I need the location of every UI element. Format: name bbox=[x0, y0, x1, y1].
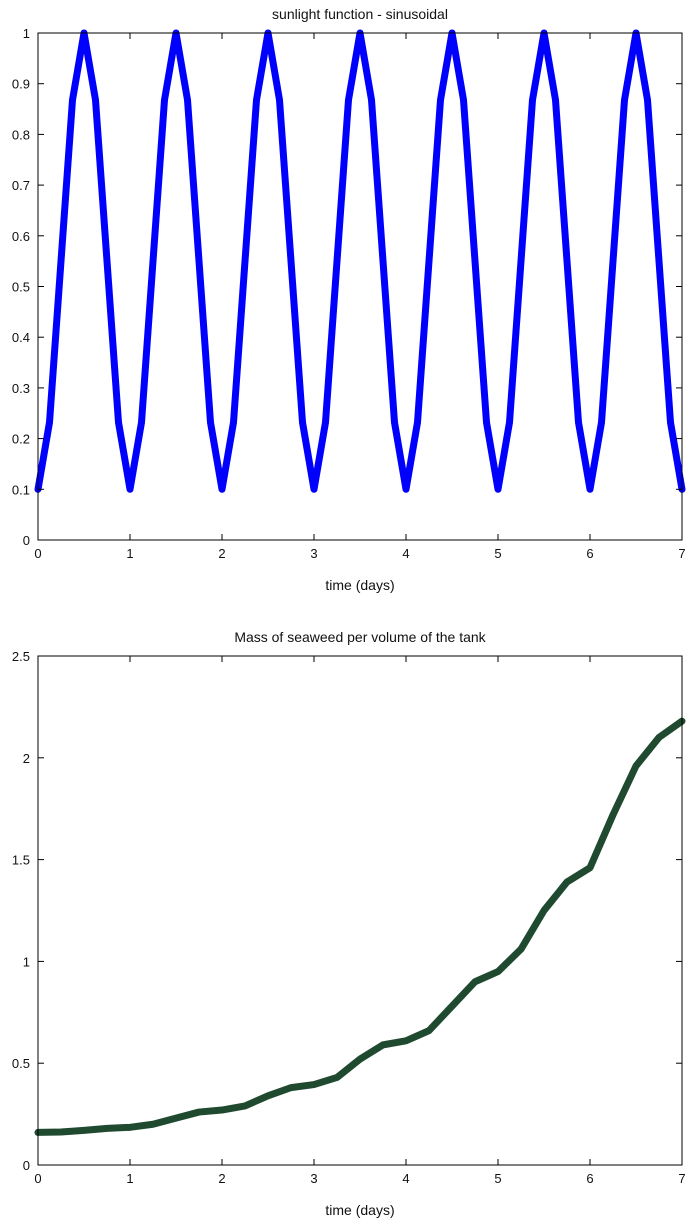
chart-0: sunlight function - sinusoidal 0 1 2 3 4 5 6 7 0 0… bbox=[12, 6, 686, 593]
y-tick-label: 0.5 bbox=[12, 280, 30, 295]
x-tick-label: 3 bbox=[310, 1171, 317, 1186]
chart-1: Mass of seaweed per volume of the tank 0 1… bbox=[12, 629, 686, 1218]
x-tick-label: 0 bbox=[34, 1171, 41, 1186]
x-axis-label: time (days) bbox=[325, 577, 394, 593]
y-tick-label: 0.7 bbox=[12, 178, 30, 193]
y-tick-label: 0.2 bbox=[12, 432, 30, 447]
y-tick-label: 1 bbox=[23, 954, 30, 969]
x-tick-label: 6 bbox=[586, 1171, 593, 1186]
y-tick-label: 0.1 bbox=[12, 482, 30, 497]
y-tick-label: 0.6 bbox=[12, 229, 30, 244]
y-tick-label: 2 bbox=[23, 751, 30, 766]
y-tick-label: 2.5 bbox=[12, 649, 30, 664]
y-tick-label: 0.4 bbox=[12, 330, 30, 345]
y-tick-label: 1 bbox=[23, 26, 30, 41]
y-tick-label: 0.9 bbox=[12, 77, 30, 92]
y-tick-label: 1.5 bbox=[12, 853, 30, 868]
x-tick-label: 2 bbox=[218, 1171, 225, 1186]
x-tick-label: 1 bbox=[126, 546, 133, 561]
y-tick-label: 0.5 bbox=[12, 1056, 30, 1071]
y-tick-label: 0.3 bbox=[12, 381, 30, 396]
plot-frame bbox=[37, 655, 683, 1166]
x-axis-label: time (days) bbox=[325, 1202, 394, 1218]
series-line bbox=[34, 717, 686, 1136]
y-tick-label: 0 bbox=[23, 1158, 30, 1173]
x-tick-label: 7 bbox=[678, 546, 685, 561]
x-tick-label: 3 bbox=[310, 546, 317, 561]
x-tick-label: 4 bbox=[402, 1171, 409, 1186]
x-tick-label: 7 bbox=[678, 1171, 685, 1186]
x-tick-label: 5 bbox=[494, 546, 501, 561]
x-tick-label: 6 bbox=[586, 546, 593, 561]
x-tick-label: 4 bbox=[402, 546, 409, 561]
y-tick-label: 0 bbox=[23, 533, 30, 548]
y-tick-label: 0.8 bbox=[12, 127, 30, 142]
x-tick-label: 5 bbox=[494, 1171, 501, 1186]
series-line bbox=[34, 29, 686, 493]
x-tick-label: 1 bbox=[126, 1171, 133, 1186]
x-tick-label: 0 bbox=[34, 546, 41, 561]
chart-title: Mass of seaweed per volume of the tank bbox=[234, 629, 486, 645]
x-tick-label: 2 bbox=[218, 546, 225, 561]
chart-title: sunlight function - sinusoidal bbox=[272, 6, 448, 22]
